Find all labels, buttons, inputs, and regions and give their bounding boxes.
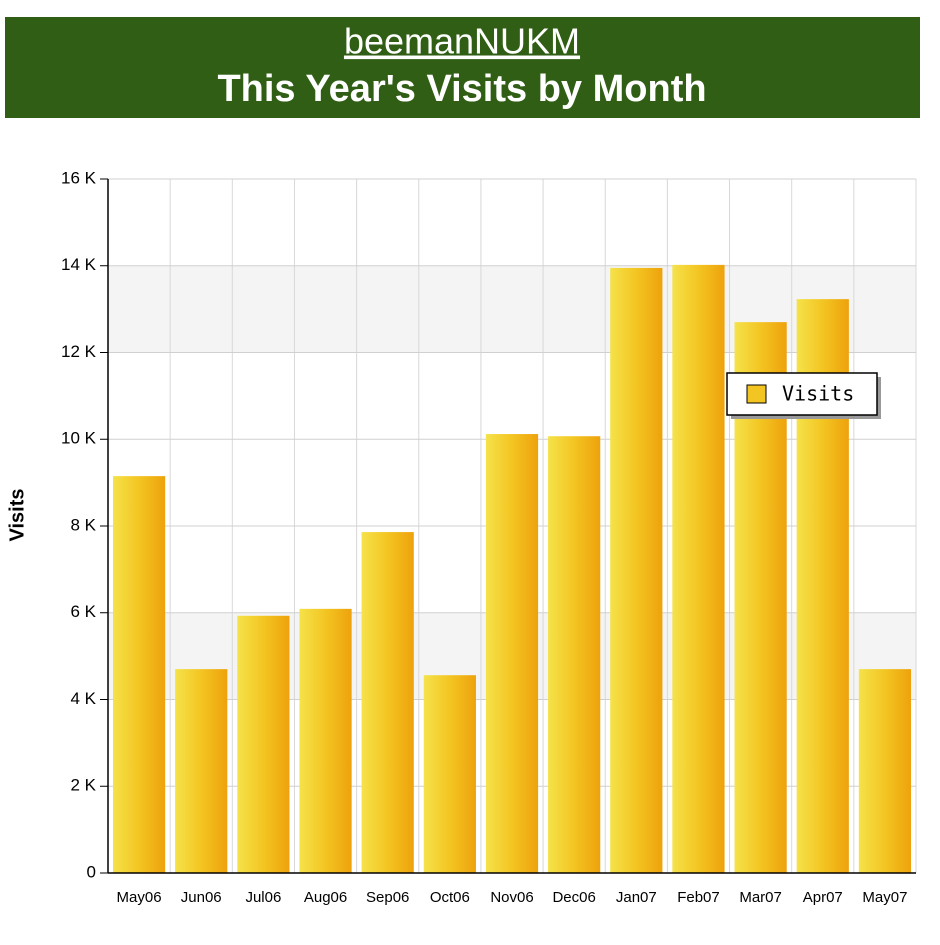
x-tick-label: May06 bbox=[117, 889, 162, 906]
chart-title[interactable]: beemanNUKM bbox=[344, 21, 580, 62]
legend-label: Visits bbox=[782, 382, 854, 406]
y-tick-label: 8 K bbox=[70, 515, 96, 534]
y-tick-label: 4 K bbox=[70, 689, 96, 708]
x-tick-label: May07 bbox=[862, 889, 907, 906]
bar bbox=[423, 675, 476, 873]
plot: 0 2 K 4 K 6 K 8 K 10 K 12 K 14 K 16 K May06 Jun06 J… bbox=[61, 168, 917, 906]
y-axis-label: Visits bbox=[6, 489, 28, 542]
bar bbox=[299, 608, 352, 873]
y-tick-label: 0 bbox=[87, 862, 96, 881]
bar bbox=[548, 436, 601, 873]
bar bbox=[485, 434, 539, 873]
x-tick-label: Mar07 bbox=[739, 889, 782, 906]
x-tick-label: Sep06 bbox=[366, 889, 409, 906]
x-tick-label: Nov06 bbox=[490, 889, 533, 906]
y-tick-label: 16 K bbox=[61, 168, 97, 187]
bar bbox=[361, 532, 414, 873]
x-tick-label: Aug06 bbox=[304, 889, 347, 906]
x-tick-label: Dec06 bbox=[552, 889, 595, 906]
header bbox=[5, 17, 920, 118]
y-tick-label: 12 K bbox=[61, 342, 97, 361]
legend-swatch bbox=[746, 384, 767, 404]
y-tick-label: 2 K bbox=[70, 776, 96, 795]
x-tick-label: Jul06 bbox=[245, 889, 281, 906]
bar bbox=[237, 615, 290, 873]
x-tick-label: Apr07 bbox=[803, 889, 843, 906]
y-tick-label: 14 K bbox=[61, 255, 97, 274]
legend: Visits bbox=[726, 372, 881, 419]
bar bbox=[175, 669, 228, 873]
x-tick-label: Oct06 bbox=[430, 889, 470, 906]
x-tick-label: Feb07 bbox=[677, 889, 720, 906]
x-tick-label: Jun06 bbox=[181, 889, 222, 906]
chart-subtitle: This Year's Visits by Month bbox=[217, 68, 706, 110]
y-tick-label: 6 K bbox=[70, 602, 96, 621]
bar bbox=[858, 669, 912, 873]
bar bbox=[672, 264, 725, 873]
bar bbox=[610, 267, 663, 873]
band bbox=[108, 265, 916, 353]
x-tick-label: Jan07 bbox=[616, 889, 657, 906]
bar bbox=[112, 476, 166, 873]
y-tick-label: 10 K bbox=[61, 429, 97, 448]
